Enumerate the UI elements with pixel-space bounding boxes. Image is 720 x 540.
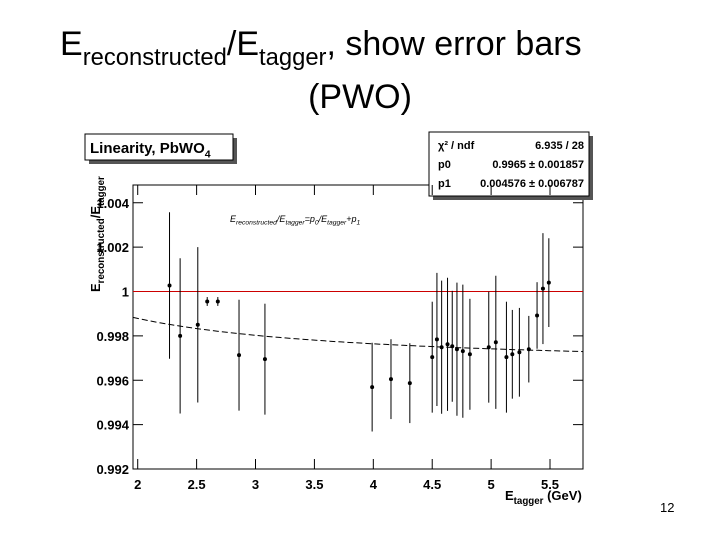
x-tick-label: 5.5	[541, 477, 559, 492]
text-part: tagger	[514, 496, 544, 507]
text-part: , show error bars	[326, 25, 581, 63]
x-axis-label: Etagger (GeV)	[505, 488, 582, 507]
title-box	[84, 133, 234, 161]
stats-value: 6.935 / 28	[535, 140, 584, 152]
data-point	[195, 322, 200, 327]
y-tick-label: 0.994	[96, 418, 129, 433]
text-part: 0	[315, 220, 319, 227]
data-point	[460, 349, 465, 354]
data-point	[237, 353, 242, 358]
data-point	[167, 283, 172, 288]
data-point	[370, 385, 375, 390]
data-point	[439, 345, 444, 350]
text-part: Linearity, PbWO	[90, 140, 205, 157]
x-tick-label: 2	[134, 477, 141, 492]
data-point	[467, 352, 472, 357]
y-axis-label: Ereconstructed/Etagger	[88, 176, 107, 292]
x-tick-label: 3.5	[305, 477, 323, 492]
stats-label: χ² / ndf	[438, 140, 475, 152]
text-part: /E	[318, 214, 329, 224]
data-point	[546, 280, 551, 285]
page-number: 12	[660, 500, 674, 515]
fit-formula: Ereconstructed/Etagger=p0/Etagger+p1	[230, 214, 361, 227]
data-point	[215, 299, 220, 304]
text-part: 1	[357, 220, 361, 227]
text-part: (GeV)	[543, 488, 581, 503]
text-part: E	[88, 283, 103, 292]
plot-frame	[132, 184, 584, 470]
data-point	[178, 333, 183, 338]
x-tick-label: 2.5	[188, 477, 206, 492]
plot-title: Linearity, PbWO4	[90, 140, 211, 161]
data-point	[388, 377, 393, 382]
y-tick-label: 1.002	[96, 240, 129, 255]
x-tick-label: 5	[487, 477, 494, 492]
text-part: +p	[346, 214, 356, 224]
slide-subtitle: (PWO)	[308, 78, 412, 116]
data-point	[450, 344, 455, 349]
slide-title: Ereconstructed/Etagger, show error bars	[60, 25, 582, 71]
stats-label: p1	[438, 178, 451, 190]
data-point	[445, 342, 450, 347]
text-part: /E	[227, 25, 259, 63]
data-point	[510, 352, 515, 357]
y-tick-label: 0.996	[96, 373, 129, 388]
text-part: reconstructed	[236, 220, 277, 227]
data-point	[262, 357, 267, 362]
y-tick-label: 1.004	[96, 196, 129, 211]
text-part: /E	[88, 206, 103, 219]
y-tick-label: 1	[122, 285, 129, 300]
x-tick-label: 4	[370, 477, 378, 492]
y-tick-label: 0.998	[96, 329, 129, 344]
data-point	[454, 347, 459, 352]
text-part: tagger	[285, 220, 305, 227]
data-point	[493, 340, 498, 345]
text-part: reconstructed	[96, 218, 107, 283]
text-part: E	[60, 25, 83, 63]
y-tick-label: 0.992	[96, 462, 129, 477]
x-tick-label: 3	[252, 477, 259, 492]
data-point	[526, 347, 531, 352]
data-point	[517, 350, 522, 355]
stats-value: 0.004576 ± 0.006787	[480, 178, 584, 190]
stats-value: 0.9965 ± 0.001857	[492, 159, 584, 171]
text-part: /E	[276, 214, 287, 224]
stats-box	[428, 131, 590, 197]
text-part: tagger	[259, 44, 327, 71]
data-point	[407, 381, 412, 386]
text-part: E	[505, 488, 514, 503]
data-point	[535, 313, 540, 318]
text-part: E	[230, 214, 237, 224]
data-point	[540, 286, 545, 291]
stats-label: p0	[438, 159, 451, 171]
text-part: =p	[305, 214, 315, 224]
text-part: 4	[205, 149, 211, 161]
data-point	[205, 299, 210, 304]
data-point	[504, 355, 509, 360]
text-part: tagger	[96, 176, 107, 206]
data-point	[434, 337, 439, 342]
text-part: reconstructed	[83, 44, 227, 71]
data-point	[430, 355, 435, 360]
fit-curve	[132, 316, 584, 353]
data-point	[486, 345, 491, 350]
x-tick-label: 4.5	[423, 477, 441, 492]
text-part: tagger	[327, 220, 347, 227]
